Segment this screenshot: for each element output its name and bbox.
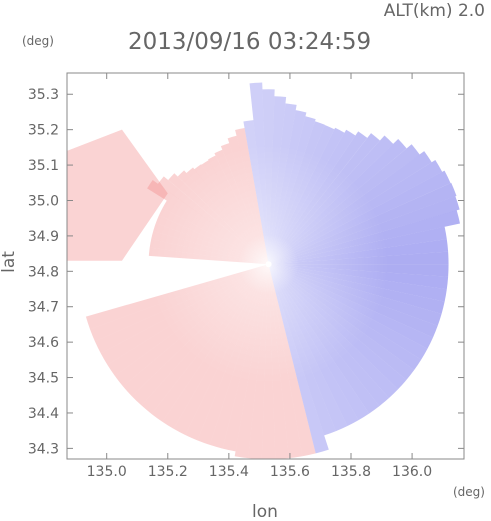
y-tick-label: 34.9 xyxy=(28,229,59,245)
y-tick-label: 35.1 xyxy=(28,158,59,174)
y-axis-ticks: 34.3 34.4 34.5 34.6 34.7 34.8 34.9 35.0 35.1 35.2… xyxy=(28,87,464,457)
altitude-label: ALT(km) 2.0 xyxy=(384,1,485,21)
y-tick-label: 35.0 xyxy=(28,193,59,209)
y-axis-label: lat xyxy=(0,251,19,273)
plot-frame xyxy=(66,72,465,460)
y-tick-label: 34.4 xyxy=(28,406,59,422)
x-tick-label: 135.8 xyxy=(331,464,371,480)
y-tick-label: 34.5 xyxy=(28,371,59,387)
velocity-patch xyxy=(67,129,168,261)
radar-site xyxy=(265,261,272,268)
y-tick-label: 35.2 xyxy=(28,123,59,139)
doppler-velocity-field xyxy=(67,82,461,459)
x-tick-label: 135.0 xyxy=(87,464,127,480)
x-axis-ticks: 135.0 135.2 135.4 135.6 135.8 136.0 xyxy=(87,73,432,480)
x-tick-label: 135.2 xyxy=(148,464,188,480)
y-tick-label: 34.8 xyxy=(28,264,59,280)
y-tick-label: 34.7 xyxy=(28,300,59,316)
x-tick-label: 135.6 xyxy=(270,464,310,480)
y-tick-label: 35.3 xyxy=(28,87,59,103)
x-axis-label: lon xyxy=(252,502,278,521)
y-tick-label: 34.6 xyxy=(28,335,59,351)
x-tick-label: 136.0 xyxy=(392,464,432,480)
y-unit-label: (deg) xyxy=(22,34,54,48)
timestamp-title: 2013/09/16 03:24:59 xyxy=(128,29,371,55)
x-tick-label: 135.4 xyxy=(209,464,249,480)
y-tick-label: 34.3 xyxy=(28,441,59,457)
x-unit-label: (deg) xyxy=(453,485,485,499)
